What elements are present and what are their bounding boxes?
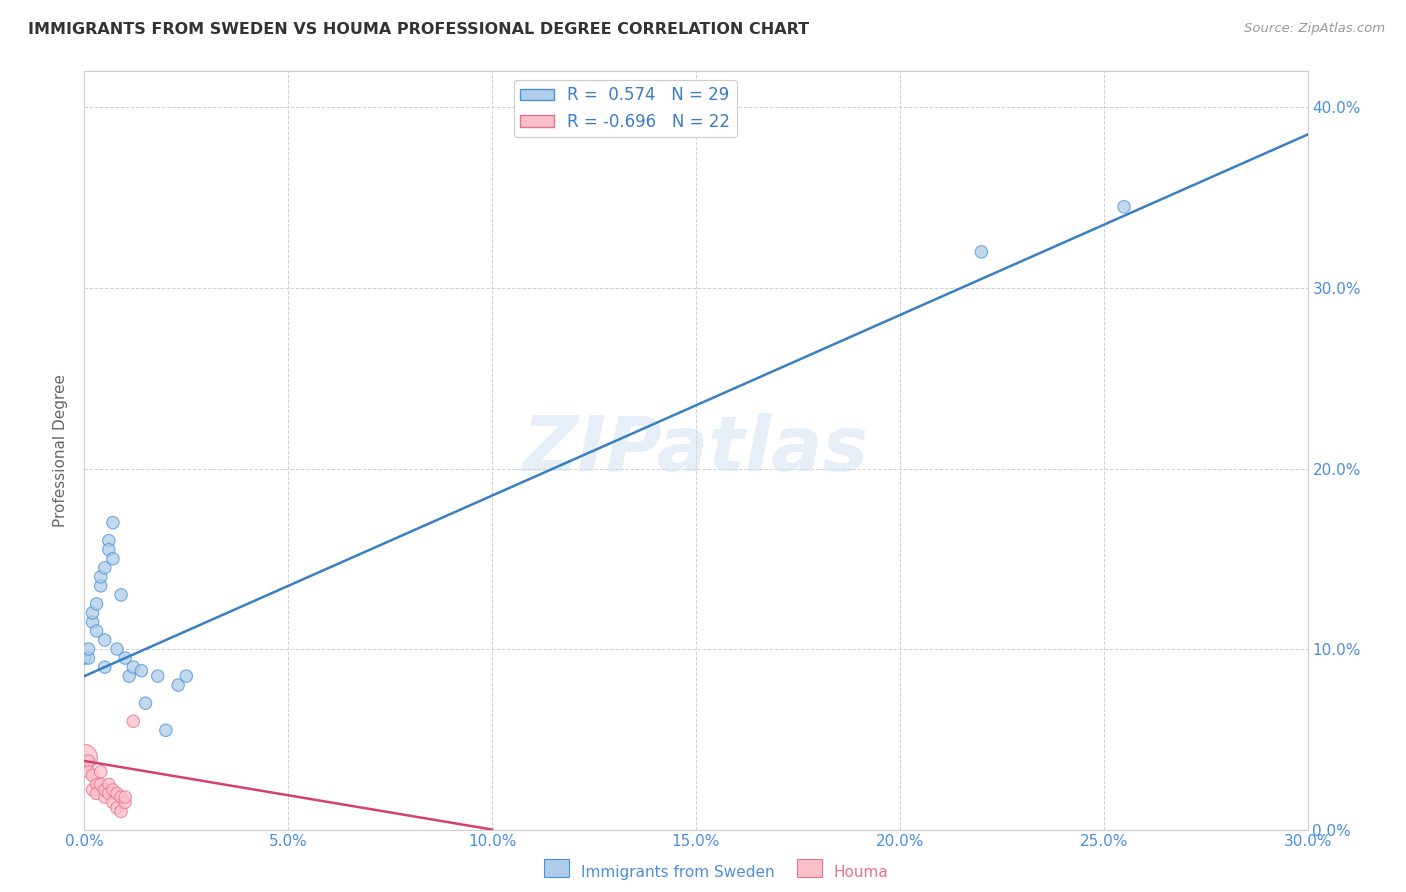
Point [86, 597, 108, 611]
Point [82, 606, 104, 620]
Point [86, 624, 108, 638]
Point [90, 579, 112, 593]
Point [101, 796, 124, 810]
Point [101, 782, 124, 797]
Point [101, 551, 124, 566]
Point [110, 805, 132, 819]
Point [90, 764, 112, 779]
Point [114, 796, 136, 810]
Point [77, 642, 100, 657]
Text: IMMIGRANTS FROM SWEDEN VS HOUMA PROFESSIONAL DEGREE CORRELATION CHART: IMMIGRANTS FROM SWEDEN VS HOUMA PROFESSI… [28, 22, 810, 37]
Point [110, 790, 132, 805]
Point [105, 642, 128, 657]
Point [77, 754, 100, 768]
Point [93, 660, 115, 674]
Text: Source: ZipAtlas.com: Source: ZipAtlas.com [1244, 22, 1385, 36]
Point [82, 615, 104, 629]
Point [155, 723, 177, 738]
Y-axis label: Professional Degree: Professional Degree [53, 374, 69, 527]
Text: ZIPatlas: ZIPatlas [523, 414, 869, 487]
Point [114, 790, 136, 805]
Point [82, 768, 104, 782]
Point [77, 651, 100, 665]
Point [174, 669, 197, 683]
Point [131, 664, 153, 678]
Legend: R =  0.574   N = 29, R = -0.696   N = 22: R = 0.574 N = 29, R = -0.696 N = 22 [513, 79, 737, 137]
Point [167, 678, 190, 692]
Point [122, 714, 145, 729]
Point [82, 782, 104, 797]
Point [105, 801, 128, 815]
Text: Immigrants from Sweden: Immigrants from Sweden [581, 865, 775, 880]
Point [93, 790, 115, 805]
Point [105, 787, 128, 801]
Point [110, 588, 132, 602]
Point [122, 660, 145, 674]
Point [90, 570, 112, 584]
Point [114, 651, 136, 665]
Point [73, 750, 96, 764]
Bar [544, 858, 569, 878]
Point [86, 787, 108, 801]
Point [146, 669, 169, 683]
Point [93, 561, 115, 575]
Point [93, 782, 115, 797]
Bar [797, 858, 823, 878]
Point [118, 669, 141, 683]
Point [73, 651, 96, 665]
Point [86, 777, 108, 791]
Point [101, 516, 124, 530]
Point [135, 696, 157, 710]
Point [93, 633, 115, 648]
Point [1114, 200, 1136, 214]
Text: Houma: Houma [834, 865, 889, 880]
Point [97, 542, 120, 557]
Point [970, 244, 993, 259]
Point [97, 533, 120, 548]
Point [97, 787, 120, 801]
Point [77, 764, 100, 779]
Point [97, 777, 120, 791]
Point [90, 777, 112, 791]
